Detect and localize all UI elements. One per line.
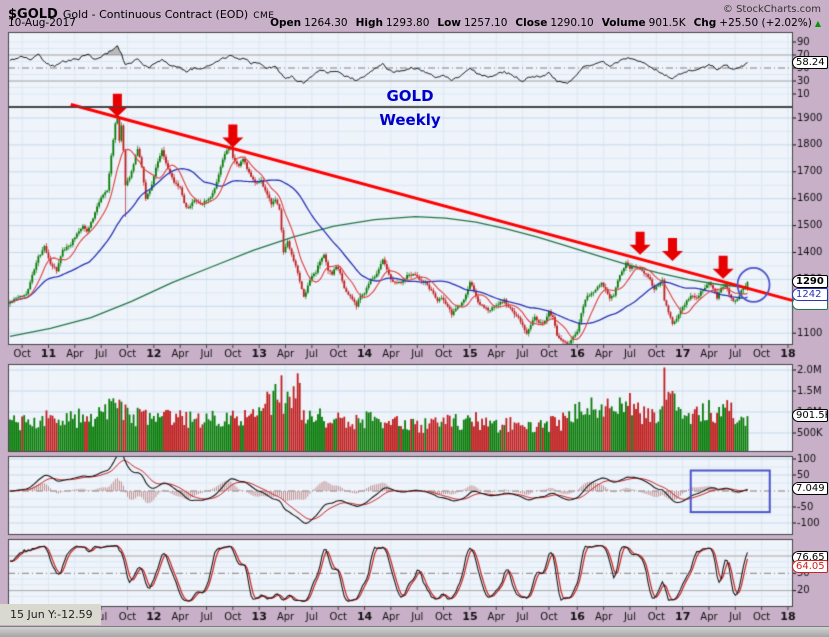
quote-line: Open 1264.30 High 1293.80 Low 1257.10 Close 129… bbox=[262, 17, 821, 29]
volume-callout: 901.5K bbox=[792, 409, 828, 422]
low-label: Low bbox=[437, 17, 461, 29]
macd-callout: 7.049 bbox=[792, 482, 828, 495]
close-value: 1290.10 bbox=[550, 17, 594, 29]
header-row-1: $GOLD Gold - Continuous Contract (EOD) CME… bbox=[8, 3, 821, 22]
crosshair-tooltip: 15 Jun Y:-12.59 bbox=[0, 604, 101, 625]
chart-subtitle: Weekly bbox=[379, 111, 441, 129]
high-label: High bbox=[355, 17, 383, 29]
momentum-callout: 58.24 bbox=[792, 56, 828, 69]
price-callout: 1290 bbox=[792, 275, 828, 288]
volume-value: 901.5K bbox=[648, 17, 686, 29]
security-name: Gold - Continuous Contract (EOD) bbox=[62, 8, 249, 21]
open-label: Open bbox=[270, 17, 302, 29]
close-label: Close bbox=[515, 17, 548, 29]
exchange-label: CME bbox=[253, 11, 275, 21]
low-value: 1257.10 bbox=[464, 17, 508, 29]
symbol-label: $GOLD bbox=[8, 7, 58, 22]
ma-blue-callout: 1242 bbox=[792, 288, 828, 301]
volume-label: Volume bbox=[601, 17, 646, 29]
high-value: 1293.80 bbox=[385, 17, 430, 29]
bottom-scrollbar[interactable] bbox=[0, 626, 829, 637]
chart-date: 10-Aug-2017 bbox=[8, 17, 76, 29]
chart-title: GOLD bbox=[386, 87, 434, 105]
stockcharts-credit: © StockCharts.com bbox=[722, 4, 821, 15]
open-value: 1264.30 bbox=[304, 17, 348, 29]
chg-label: Chg bbox=[693, 17, 717, 29]
stoch-d-callout: 64.05 bbox=[792, 560, 828, 573]
chg-value: +25.50 (+2.02%) bbox=[719, 17, 812, 29]
header-row-2: 10-Aug-2017 Open 1264.30 High 1293.80 Low 125… bbox=[8, 17, 821, 30]
up-triangle-icon: ▲ bbox=[814, 19, 821, 28]
